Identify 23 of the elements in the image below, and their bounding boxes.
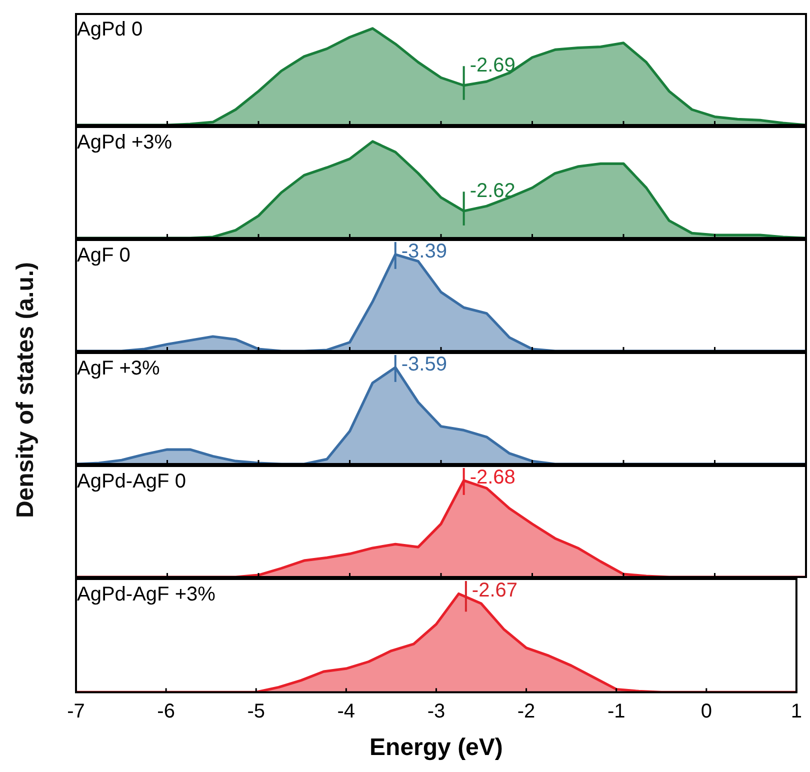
annotation: -3.39 bbox=[401, 240, 447, 263]
x-tick-label: 1 bbox=[790, 700, 802, 723]
x-tick-label: -5 bbox=[247, 700, 266, 723]
chart-title: AgF +3% bbox=[77, 358, 160, 380]
chart-title: AgPd-AgF 0 bbox=[77, 470, 186, 493]
annotation: -2.62 bbox=[470, 180, 516, 202]
annotation: -2.68 bbox=[470, 466, 516, 489]
x-axis-title: Energy (eV) bbox=[370, 734, 503, 762]
chart-title: AgF 0 bbox=[77, 244, 130, 267]
x-tick-label: 0 bbox=[700, 700, 712, 723]
annotation: -3.59 bbox=[401, 354, 447, 376]
chart-title: AgPd-AgF +3% bbox=[77, 584, 216, 606]
annotation: -2.69 bbox=[470, 54, 516, 77]
x-tick-label: -2 bbox=[517, 700, 536, 723]
x-tick-label: -3 bbox=[427, 700, 446, 723]
chart-title: AgPd +3% bbox=[77, 132, 172, 154]
x-tick-label: -4 bbox=[337, 700, 356, 723]
x-tick-label: -7 bbox=[67, 700, 85, 723]
x-tick-label: -6 bbox=[157, 700, 175, 723]
ref-line-label: -2.67 bbox=[472, 580, 518, 602]
x-tick-label: -1 bbox=[607, 700, 626, 723]
y-axis-title: Density of states (a.u.) bbox=[12, 262, 40, 518]
chart-title: AgPd 0 bbox=[77, 18, 143, 41]
